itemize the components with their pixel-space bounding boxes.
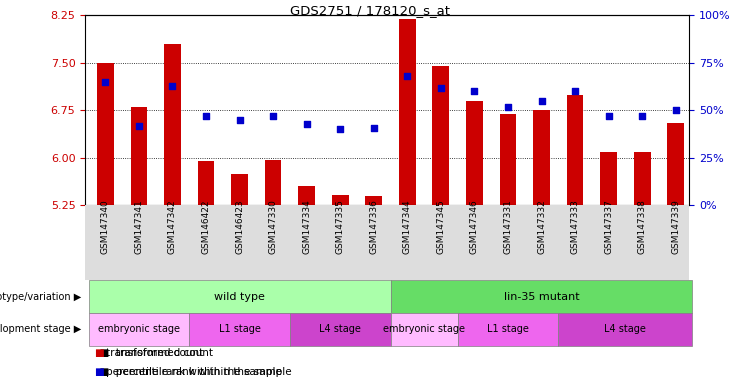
- Bar: [97, 63, 113, 205]
- Bar: [600, 152, 617, 205]
- Text: wild type: wild type: [214, 291, 265, 302]
- Point: [133, 122, 144, 129]
- Text: L4 stage: L4 stage: [605, 324, 646, 334]
- Bar: [231, 174, 248, 205]
- Bar: [332, 195, 348, 205]
- Text: L4 stage: L4 stage: [319, 324, 361, 334]
- Point: [167, 83, 179, 89]
- Text: ■  percentile rank within the sample: ■ percentile rank within the sample: [93, 367, 291, 377]
- Point: [502, 104, 514, 110]
- Bar: [668, 123, 684, 205]
- Text: ■: ■: [94, 348, 104, 358]
- Bar: [299, 187, 315, 205]
- Bar: [189, 313, 290, 346]
- Bar: [391, 313, 458, 346]
- Bar: [558, 313, 693, 346]
- Point: [301, 121, 313, 127]
- Bar: [365, 196, 382, 205]
- Text: transformed count: transformed count: [106, 348, 203, 358]
- Text: ■: ■: [94, 367, 104, 377]
- Bar: [399, 18, 416, 205]
- Text: embryonic stage: embryonic stage: [98, 324, 180, 334]
- Bar: [499, 114, 516, 205]
- Text: embryonic stage: embryonic stage: [383, 324, 465, 334]
- Bar: [290, 313, 391, 346]
- Text: percentile rank within the sample: percentile rank within the sample: [106, 367, 282, 377]
- Bar: [198, 161, 214, 205]
- Point: [637, 113, 648, 119]
- Bar: [634, 152, 651, 205]
- Text: development stage ▶: development stage ▶: [0, 324, 82, 334]
- Bar: [164, 44, 181, 205]
- Bar: [265, 160, 282, 205]
- Text: L1 stage: L1 stage: [487, 324, 529, 334]
- Text: genotype/variation ▶: genotype/variation ▶: [0, 291, 82, 302]
- Bar: [130, 107, 147, 205]
- Bar: [89, 313, 189, 346]
- Point: [99, 79, 111, 85]
- Text: lin-35 mutant: lin-35 mutant: [504, 291, 579, 302]
- Text: ■  transformed count: ■ transformed count: [93, 348, 213, 358]
- Point: [334, 126, 346, 132]
- Bar: [567, 94, 583, 205]
- Text: GDS2751 / 178120_s_at: GDS2751 / 178120_s_at: [290, 4, 451, 17]
- Point: [602, 113, 614, 119]
- Bar: [458, 313, 558, 346]
- Point: [536, 98, 548, 104]
- Point: [200, 113, 212, 119]
- Bar: [433, 66, 449, 205]
- Point: [368, 124, 379, 131]
- Point: [435, 84, 447, 91]
- Point: [468, 88, 480, 94]
- Bar: [466, 101, 483, 205]
- Bar: [89, 280, 391, 313]
- Point: [233, 117, 245, 123]
- Point: [670, 108, 682, 114]
- Point: [569, 88, 581, 94]
- Point: [402, 73, 413, 79]
- Bar: [533, 111, 550, 205]
- Point: [268, 113, 279, 119]
- Text: L1 stage: L1 stage: [219, 324, 261, 334]
- Bar: [391, 280, 693, 313]
